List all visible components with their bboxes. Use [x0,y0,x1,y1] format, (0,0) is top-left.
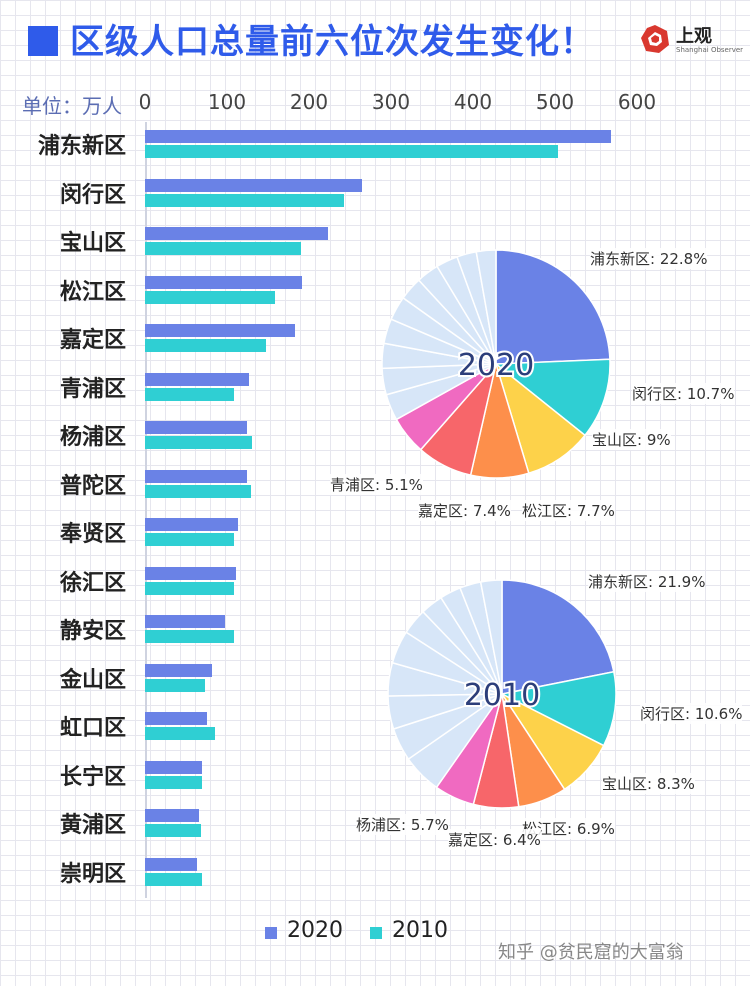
x-tick-label: 600 [617,90,657,114]
bar-2010 [145,387,234,401]
bar-2020 [145,809,200,822]
logo-icon [641,25,669,53]
category-label: 长宁区 [59,764,126,790]
category-label: 宝山区 [59,231,126,256]
category-label: 杨浦区 [59,425,126,450]
category-label: 金山区 [59,667,126,693]
title-square-icon [28,26,58,56]
watermark: 知乎 @贫民窟的大富翁 [498,942,684,963]
bar-2010 [145,339,266,352]
title-bar: 区级人口总量前六位次发生变化！ [28,20,594,64]
legend-swatch-2020 [265,927,277,939]
pie-chart-2010: 2010 [387,579,617,809]
bar-2010 [145,484,251,498]
bar-2020 [145,421,247,434]
legend-label-2010: 2010 [392,918,448,943]
logo-name: 上观 [676,26,712,47]
pie-slice-label: 浦东新区: 21.9% [588,571,706,592]
bar-2020 [145,130,611,143]
bar-2020 [145,518,239,531]
pie-chart-2020: 2020 [381,249,611,479]
bar-2020 [145,760,202,774]
bar-2010 [145,193,345,207]
bar-2020 [145,566,237,580]
bar-2020 [145,275,302,289]
y-axis-line [145,122,147,898]
category-label: 徐汇区 [59,570,126,596]
pie-slice-label: 浦东新区: 22.8% [590,248,708,269]
pie-slice-label: 闵行区: 10.6% [640,703,743,724]
legend-swatch-2010 [370,927,382,939]
x-tick-label: 500 [535,90,575,114]
category-label: 普陀区 [59,473,126,499]
bar-2020 [145,372,250,386]
pie-slice [495,249,611,365]
category-label: 崇明区 [59,861,126,887]
category-label: 虹口区 [59,716,126,741]
bar-2010 [145,727,215,740]
bar-2010 [145,436,253,449]
x-tick-label: 0 [138,90,152,114]
pie-slice-label: 松江区: 7.7% [522,500,615,521]
logo: 上观 Shanghai Observer [640,20,744,60]
bar-2010 [145,872,203,886]
category-label: 奉贤区 [59,522,126,547]
pie-slice-label: 宝山区: 9% [592,429,671,450]
bar-2010 [145,824,201,837]
bar-2010 [145,678,205,692]
category-label: 闵行区 [59,182,126,208]
bar-2010 [145,533,234,546]
bar-2020 [145,857,198,871]
x-tick-label: 200 [289,90,329,114]
pie-slice-label: 青浦区: 5.1% [330,474,423,495]
logo-subtitle: Shanghai Observer [676,46,744,54]
pie-slice-other [479,579,503,695]
pie-slice-label: 嘉定区: 7.4% [418,500,511,521]
pie-slice-label: 松江区: 6.9% [522,818,615,839]
pie-slice-other [475,249,497,365]
bar-2020 [145,469,247,483]
bar-2020 [145,178,363,192]
bar-2010 [145,145,559,158]
bar-2020 [145,227,328,240]
bar-2010 [145,581,234,595]
unit-label: 单位：万人 [22,94,122,118]
x-tick-label: 400 [453,90,493,114]
category-label: 松江区 [59,279,126,305]
pie-slice [501,579,615,695]
pie-slice-label: 宝山区: 8.3% [602,773,695,794]
pie-year-label: 2020 [458,348,534,383]
pie-slice [493,358,611,437]
bar-2020 [145,615,226,628]
category-label: 静安区 [59,619,126,644]
bar-2010 [145,290,275,304]
bar-2020 [145,712,208,725]
bar-2020 [145,663,213,677]
x-tick-label: 100 [207,90,247,114]
pie-slice [499,670,617,747]
pie-slice-label: 杨浦区: 5.7% [356,814,449,835]
x-tick-label: 300 [371,90,411,114]
category-label: 嘉定区 [59,328,126,353]
category-label: 浦东新区 [37,134,126,159]
bar-2010 [145,775,202,789]
pie-slice-label: 闵行区: 10.7% [632,383,735,404]
category-label: 黄浦区 [59,813,126,838]
legend-label-2020: 2020 [287,918,343,943]
bar-2020 [145,324,296,337]
chart-title: 区级人口总量前六位次发生变化！ [70,22,595,62]
pie-slice-label: 嘉定区: 6.4% [448,829,541,850]
bar-2010 [145,630,234,643]
pie-year-label: 2010 [464,678,540,713]
bar-2010 [145,242,301,255]
category-label: 青浦区 [59,376,126,402]
